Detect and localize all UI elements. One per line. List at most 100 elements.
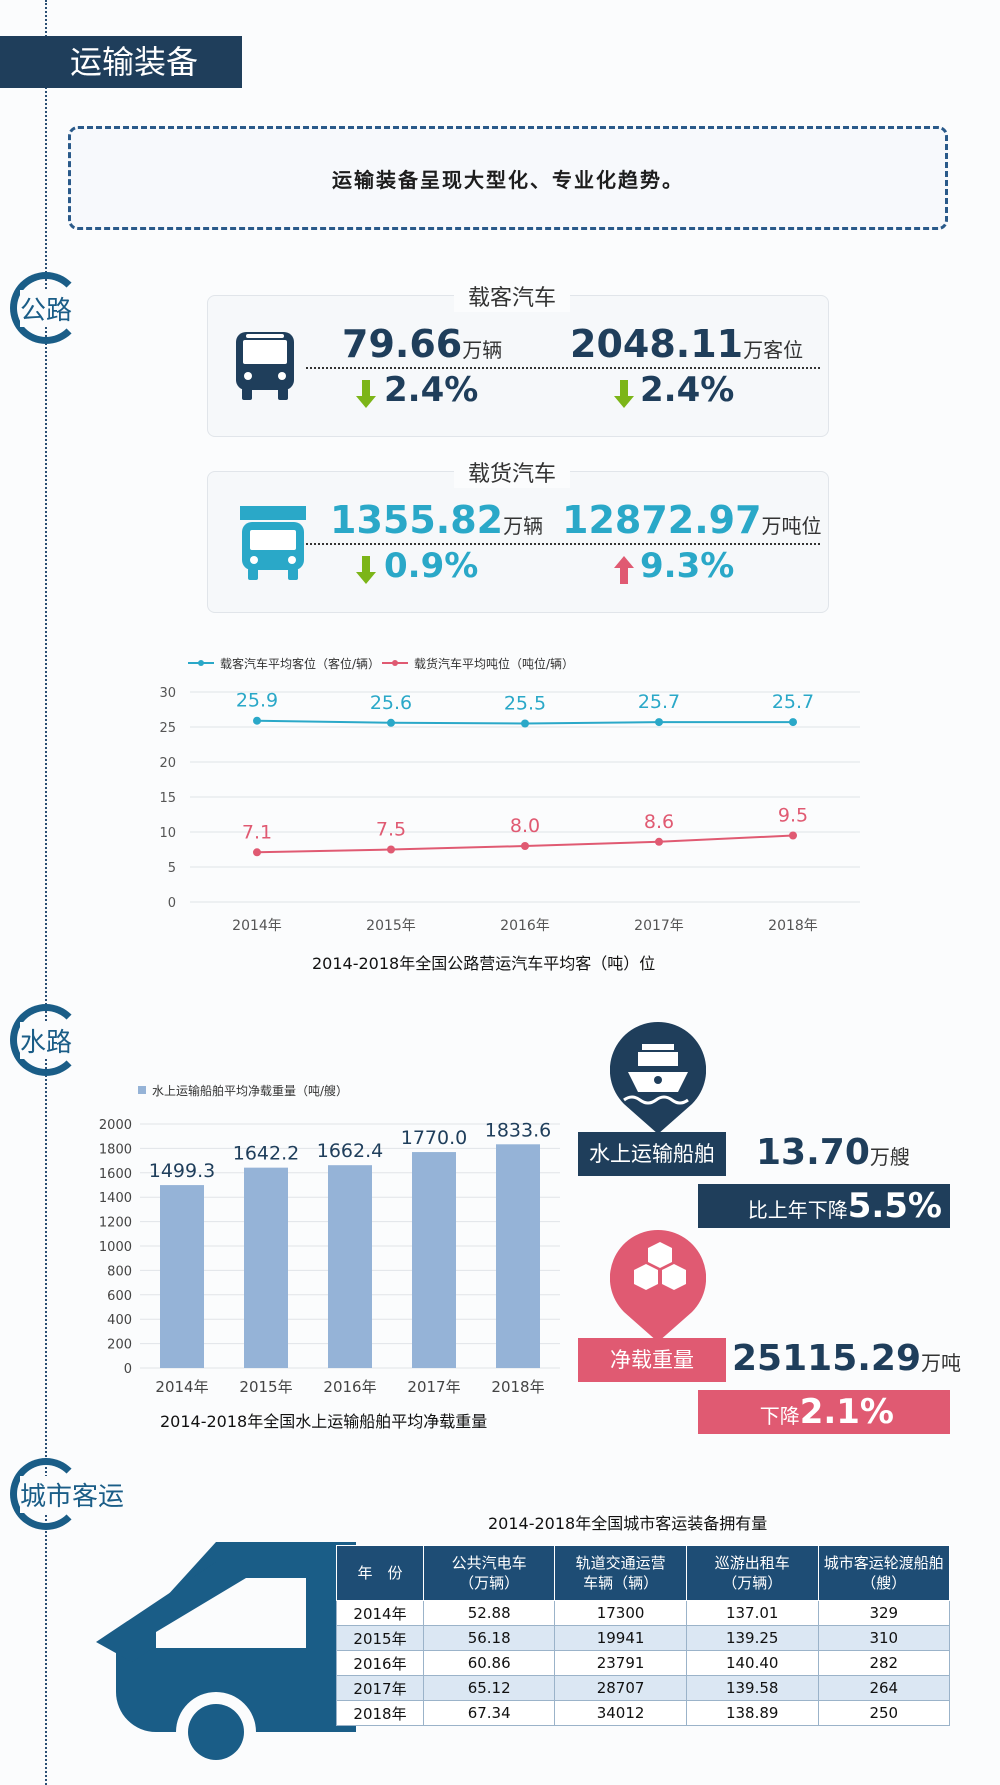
y-tick-label: 800 — [107, 1264, 132, 1279]
ship-change-prefix: 比上年下降 — [747, 1198, 848, 1222]
y-tick-label: 2000 — [99, 1118, 132, 1133]
arrow-up-icon — [614, 556, 634, 584]
x-tick-label: 2017年 — [634, 918, 684, 934]
table-row: 2015年 56.18 19941 139.25 310 — [335, 1625, 951, 1651]
ship-change-banner: 比上年下降5.5% — [698, 1184, 950, 1228]
ship-count: 13.70万艘 — [756, 1132, 910, 1173]
data-point — [253, 848, 261, 857]
y-tick-label: 30 — [159, 686, 176, 701]
bar-value-label: 1833.6 — [485, 1119, 551, 1141]
table-header-row: 年 份 公共汽电车 （万辆） 轨道交通运营 车辆（辆） 巡游出租车 （万辆） 城市客运… — [335, 1545, 951, 1601]
bus-count-change: 2.4% — [384, 370, 479, 410]
ship-icon — [610, 1022, 706, 1134]
y-tick-label: 20 — [159, 756, 176, 771]
cell: 329 — [817, 1600, 951, 1626]
cell: 19941 — [554, 1625, 687, 1651]
bus-icon — [236, 332, 294, 400]
data-point — [387, 718, 395, 727]
truck-tons-value: 12872.97 — [562, 498, 762, 542]
page-title: 运输装备 — [0, 36, 242, 88]
truck-tons-change: 9.3% — [640, 546, 735, 586]
data-point — [387, 845, 395, 854]
bus-card-title: 载客汽车 — [454, 280, 571, 312]
bus-card — [207, 295, 829, 437]
cell: 282 — [817, 1650, 951, 1676]
bar — [328, 1165, 372, 1368]
data-label: 7.5 — [376, 819, 406, 841]
table-row: 2014年 52.88 17300 137.01 329 — [335, 1600, 951, 1626]
load-label: 净载重量 — [578, 1338, 726, 1382]
city-equipment-table: 年 份 公共汽电车 （万辆） 轨道交通运营 车辆（辆） 巡游出租车 （万辆） 城市客运… — [335, 1545, 951, 1726]
load-amount-unit: 万吨 — [921, 1351, 962, 1375]
truck-card-title: 载货汽车 — [454, 456, 571, 488]
data-label: 25.7 — [772, 691, 814, 713]
col-bus-label: 公共汽电车 — [451, 1554, 527, 1572]
line-legend: 载客汽车平均客位（客位/辆） 载货汽车平均吨位（吨位/辆） — [188, 656, 574, 671]
col-year-label: 年 份 — [357, 1564, 403, 1582]
cell: 2018年 — [335, 1700, 425, 1726]
line-chart-caption: 2014-2018年全国公路营运汽车平均客（吨）位 — [312, 954, 656, 973]
col-taxi-label: 巡游出租车 — [714, 1554, 790, 1572]
arrow-down-icon — [356, 380, 376, 408]
truck-tons-unit: 万吨位 — [761, 514, 822, 538]
bar — [496, 1144, 540, 1368]
col-rail-label: 轨道交通运营 — [575, 1554, 666, 1572]
line-chart: 载客汽车平均客位（客位/辆） 载货汽车平均吨位（吨位/辆） 0 5 10 15 20 25… — [159, 656, 860, 934]
data-label: 7.1 — [242, 821, 272, 843]
cell: 264 — [817, 1675, 951, 1701]
col-bus-unit: （万辆） — [459, 1574, 520, 1592]
y-tick-label: 25 — [159, 721, 176, 736]
timeline-dotted-line — [45, 0, 47, 1785]
truck-count: 1355.82万辆 — [330, 498, 543, 542]
bus-count-value: 79.66 — [342, 322, 463, 366]
table-row: 2017年 65.12 28707 139.58 264 — [335, 1675, 951, 1701]
bar-value-label: 1642.2 — [233, 1143, 299, 1165]
truck-card — [207, 471, 829, 613]
city-bus-icon — [96, 1542, 356, 1772]
ship-count-value: 13.70 — [756, 1132, 870, 1173]
bus-count-unit: 万辆 — [462, 338, 503, 362]
cell: 34012 — [554, 1700, 687, 1726]
ship-count-unit: 万艘 — [869, 1145, 910, 1169]
legend-passenger: 载客汽车平均客位（客位/辆） — [220, 656, 380, 671]
y-tick-label: 0 — [168, 896, 176, 911]
y-tick-label: 1800 — [99, 1142, 132, 1157]
truck-tons: 12872.97万吨位 — [562, 498, 822, 542]
legend-cargo: 载货汽车平均吨位（吨位/辆） — [414, 656, 574, 671]
y-tick-label: 0 — [124, 1362, 132, 1377]
col-rail: 轨道交通运营 车辆（辆） — [554, 1545, 687, 1601]
load-change-value: 2.1% — [799, 1392, 894, 1432]
data-label: 25.5 — [504, 693, 546, 715]
cell: 56.18 — [423, 1625, 556, 1651]
arrow-down-icon — [356, 556, 376, 584]
col-rail-unit: 车辆（辆） — [583, 1574, 659, 1592]
road-badge-ring — [10, 272, 82, 344]
cell: 250 — [817, 1700, 951, 1726]
cell: 65.12 — [423, 1675, 556, 1701]
y-tick-label: 1600 — [99, 1167, 132, 1182]
col-year: 年 份 — [335, 1545, 425, 1601]
data-label: 25.6 — [370, 692, 412, 714]
bus-seats-value: 2048.11 — [570, 322, 744, 366]
bus-seats-change: 2.4% — [640, 370, 735, 410]
data-label: 25.9 — [236, 690, 278, 712]
bus-count: 79.66万辆 — [342, 322, 502, 366]
data-point — [655, 718, 663, 727]
ship-label: 水上运输船舶 — [578, 1132, 726, 1176]
load-amount: 25115.29万吨 — [732, 1338, 961, 1379]
cell: 52.88 — [423, 1600, 556, 1626]
ship-change-value: 5.5% — [847, 1186, 942, 1226]
cell: 310 — [817, 1625, 951, 1651]
bar — [244, 1167, 288, 1368]
bar-legend: 水上运输船舶平均净载重量（吨/艘） — [152, 1083, 348, 1098]
table-row: 2016年 60.86 23791 140.40 282 — [335, 1650, 951, 1676]
x-tick-label: 2018年 — [768, 918, 818, 934]
truck-icon — [240, 506, 306, 580]
y-tick-label: 400 — [107, 1313, 132, 1328]
data-point — [521, 719, 529, 728]
truck-count-change: 0.9% — [384, 546, 479, 586]
cell: 23791 — [554, 1650, 687, 1676]
y-tick-label: 600 — [107, 1289, 132, 1304]
col-ferry: 城市客运轮渡船舶 （艘） — [817, 1545, 951, 1601]
load-amount-value: 25115.29 — [732, 1338, 922, 1379]
